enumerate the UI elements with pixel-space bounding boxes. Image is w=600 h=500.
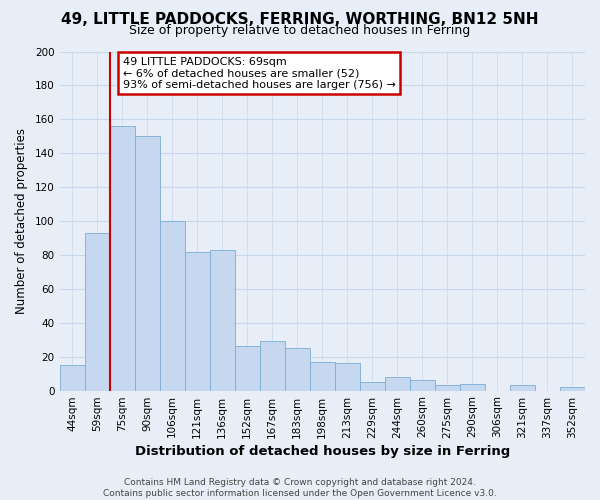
Bar — [209, 250, 235, 390]
Bar — [85, 233, 110, 390]
Text: 49 LITTLE PADDOCKS: 69sqm
← 6% of detached houses are smaller (52)
93% of semi-d: 49 LITTLE PADDOCKS: 69sqm ← 6% of detach… — [122, 56, 395, 90]
Bar — [185, 252, 209, 390]
Bar — [285, 348, 310, 391]
Bar — [435, 386, 460, 390]
X-axis label: Distribution of detached houses by size in Ferring: Distribution of detached houses by size … — [134, 444, 510, 458]
Bar — [560, 387, 585, 390]
Bar — [235, 346, 260, 391]
Text: Size of property relative to detached houses in Ferring: Size of property relative to detached ho… — [130, 24, 470, 37]
Bar — [335, 364, 360, 390]
Bar — [59, 365, 85, 390]
Bar — [510, 386, 535, 390]
Text: Contains HM Land Registry data © Crown copyright and database right 2024.
Contai: Contains HM Land Registry data © Crown c… — [103, 478, 497, 498]
Bar — [360, 382, 385, 390]
Bar — [310, 362, 335, 390]
Bar — [160, 221, 185, 390]
Y-axis label: Number of detached properties: Number of detached properties — [15, 128, 28, 314]
Bar — [410, 380, 435, 390]
Bar — [134, 136, 160, 390]
Bar — [260, 342, 285, 390]
Bar — [110, 126, 134, 390]
Bar — [385, 377, 410, 390]
Bar — [460, 384, 485, 390]
Text: 49, LITTLE PADDOCKS, FERRING, WORTHING, BN12 5NH: 49, LITTLE PADDOCKS, FERRING, WORTHING, … — [61, 12, 539, 28]
